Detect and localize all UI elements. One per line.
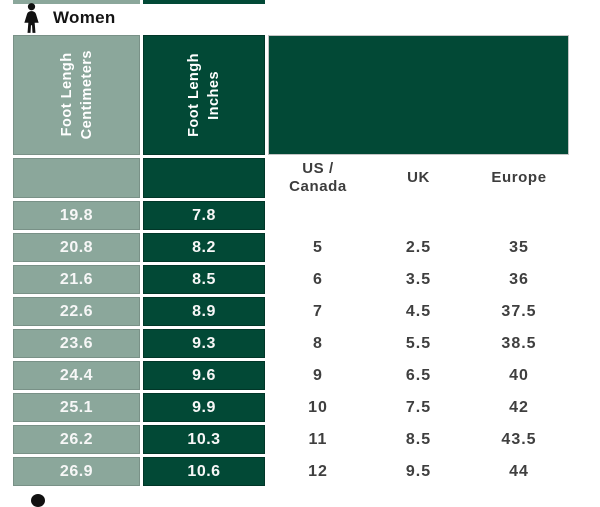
- cell-us-canada-size: 6: [313, 270, 323, 288]
- cell-europe-size: [469, 201, 569, 230]
- cell-foot-length-inches: 9.3: [143, 329, 265, 358]
- cell-uk-size: 4.5: [405, 302, 432, 320]
- cell-foot-length-inches: 10.3: [143, 425, 265, 454]
- cell-foot-length-inches: 8.5: [143, 265, 265, 294]
- cell-us-canada-size: [268, 201, 368, 230]
- table-row: 22.6 8.9 7 4.5 37.5: [13, 297, 569, 326]
- section-title: Women: [53, 8, 116, 27]
- cell-foot-length-inches: 9.9: [143, 393, 265, 422]
- table-row: 24.4 9.6 9 6.5 40: [13, 361, 569, 390]
- cell-uk-size: 2.5: [405, 238, 432, 256]
- table-row: 26.2 10.3 11 8.5 43.5: [13, 425, 569, 454]
- table-row: 26.9 10.6 12 9.5 44: [13, 457, 569, 486]
- cell-foot-length-inches: 8.2: [143, 233, 265, 262]
- header-us-line1: US /: [302, 160, 334, 177]
- cell-uk-size: 3.5: [405, 270, 432, 288]
- previous-table-row-fragment-cm: [13, 0, 140, 4]
- cell-us-canada-size: 11: [308, 430, 328, 448]
- cell-europe-size: 44: [509, 462, 529, 480]
- cell-foot-length-cm: 25.1: [13, 393, 140, 422]
- cell-us-canada-size: 8: [313, 334, 323, 352]
- cell-europe-size: 40: [509, 366, 529, 384]
- header-cm-line2: Centimeters: [78, 50, 95, 140]
- header-foot-length-cm: Foot Lengh Centimeters: [13, 35, 140, 155]
- cell-europe-size: 37.5: [501, 302, 537, 320]
- cell-foot-length-cm: 26.9: [13, 457, 140, 486]
- cell-foot-length-cm: 23.6: [13, 329, 140, 358]
- header-spacer-inches: [143, 158, 265, 198]
- header-us-line2: Canada: [289, 178, 347, 195]
- header-cm-line1: Foot Lengh: [58, 53, 75, 137]
- header-us-canada: US / Canada: [268, 158, 368, 198]
- cell-foot-length-cm: 22.6: [13, 297, 140, 326]
- header-in-line2: Inches: [206, 70, 222, 120]
- cell-us-canada-size: 12: [308, 462, 328, 480]
- cell-foot-length-inches: 9.6: [143, 361, 265, 390]
- cell-uk-size: 9.5: [405, 462, 432, 480]
- cell-uk-size: 8.5: [405, 430, 432, 448]
- previous-table-row-fragment-inches: [143, 0, 265, 4]
- women-size-table: Foot Lengh Centimeters Foot Lengh Inches…: [10, 32, 572, 489]
- cell-europe-size: 35: [509, 238, 529, 256]
- cell-foot-length-cm: 19.8: [13, 201, 140, 230]
- section-title-row: Women: [19, 3, 116, 33]
- header-uk: UK: [407, 169, 430, 186]
- header-in-line1: Foot Lengh: [186, 53, 202, 137]
- cell-europe-size: 43.5: [501, 430, 537, 448]
- next-section-icon-fragment: [31, 494, 45, 507]
- cell-europe-size: 38.5: [501, 334, 537, 352]
- table-row: 23.6 9.3 8 5.5 38.5: [13, 329, 569, 358]
- cell-uk-size: 5.5: [405, 334, 432, 352]
- cell-uk-size: 7.5: [405, 398, 432, 416]
- cell-us-canada-size: 7: [313, 302, 323, 320]
- table-row: 25.1 9.9 10 7.5 42: [13, 393, 569, 422]
- cell-us-canada-size: 9: [313, 366, 323, 384]
- table-row: 19.8 7.8: [13, 201, 569, 230]
- cell-foot-length-inches: 8.9: [143, 297, 265, 326]
- cell-foot-length-cm: 20.8: [13, 233, 140, 262]
- cell-uk-size: [371, 201, 466, 230]
- cell-us-canada-size: 5: [313, 238, 323, 256]
- cell-foot-length-cm: 26.2: [13, 425, 140, 454]
- header-europe: Europe: [491, 169, 547, 186]
- woman-icon: [19, 3, 44, 33]
- size-table-body: 19.8 7.8 20.8 8.2 5 2.5 35 21.6 8.5 6 3.…: [13, 201, 569, 486]
- cell-foot-length-cm: 24.4: [13, 361, 140, 390]
- cell-foot-length-inches: 10.6: [143, 457, 265, 486]
- cell-us-canada-size: 10: [308, 398, 328, 416]
- cell-foot-length-inches: 7.8: [143, 201, 265, 230]
- cell-europe-size: 42: [509, 398, 529, 416]
- header-spacer-cm: [13, 158, 140, 198]
- cell-uk-size: 6.5: [405, 366, 432, 384]
- header-sizes-block: [268, 35, 569, 155]
- cell-europe-size: 36: [509, 270, 529, 288]
- table-row: 21.6 8.5 6 3.5 36: [13, 265, 569, 294]
- header-foot-length-inches: Foot Lengh Inches: [143, 35, 265, 155]
- cell-foot-length-cm: 21.6: [13, 265, 140, 294]
- table-row: 20.8 8.2 5 2.5 35: [13, 233, 569, 262]
